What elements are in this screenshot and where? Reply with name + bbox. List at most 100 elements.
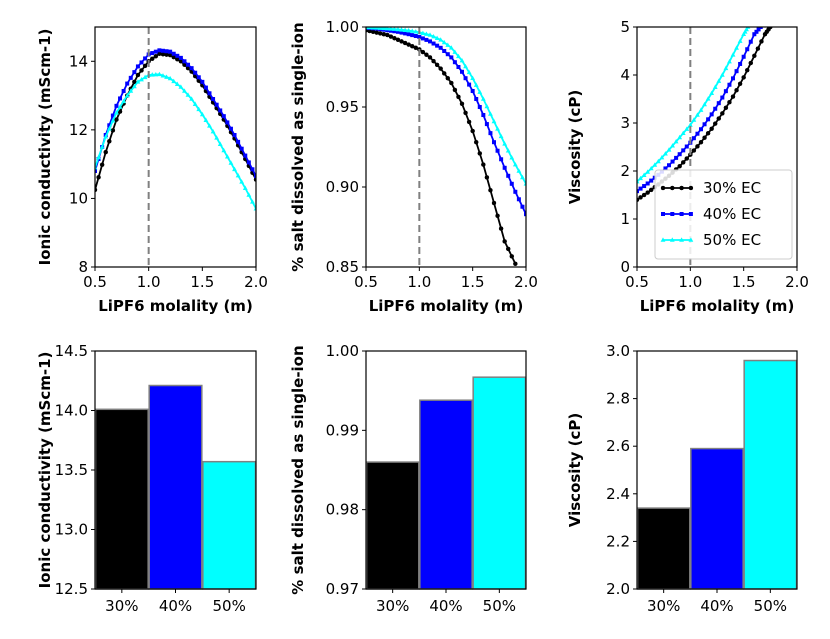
data-point	[506, 173, 511, 178]
data-point	[720, 111, 725, 116]
data-point	[727, 82, 732, 87]
data-point	[434, 62, 440, 68]
data-point	[481, 162, 486, 167]
data-point	[99, 144, 105, 149]
axes-frame	[94, 350, 257, 590]
data-point	[139, 60, 144, 65]
data-point	[392, 29, 397, 34]
data-point	[695, 131, 700, 136]
data-point	[716, 78, 722, 83]
data-point	[456, 65, 461, 69]
x-tick-label: 40%	[700, 597, 733, 615]
data-point	[103, 149, 108, 155]
data-point	[655, 158, 661, 164]
panel-top-left: 8 10 12 14 Ionic conductivity (mScm-1) 0.5 1.0…	[36, 26, 268, 315]
data-point	[695, 112, 700, 117]
data-point	[698, 107, 704, 112]
data-point	[114, 103, 119, 108]
data-point	[495, 148, 500, 153]
legend-marker	[669, 237, 675, 242]
legend-marker	[670, 185, 675, 191]
data-point	[524, 212, 526, 217]
data-point	[741, 54, 746, 59]
data-point	[499, 157, 504, 162]
data-point	[727, 99, 732, 105]
data-point	[452, 87, 458, 93]
data-point	[164, 49, 169, 54]
data-point	[448, 45, 454, 50]
x-tick-label: 40%	[429, 597, 462, 615]
data-point	[645, 181, 650, 186]
data-point	[723, 65, 729, 71]
x-tick-label: 1.5	[190, 273, 214, 291]
data-point	[467, 82, 472, 87]
data-point	[139, 76, 144, 82]
x-tick-label: 30%	[105, 597, 138, 615]
data-point	[160, 48, 165, 53]
data-point	[445, 52, 450, 57]
y-tick-label: 14	[69, 52, 88, 70]
data-point	[498, 133, 504, 139]
legend-label: 50% EC	[703, 231, 761, 249]
data-point	[456, 53, 461, 59]
y-tick-label: 14.0	[55, 402, 88, 420]
data-point	[459, 58, 465, 63]
data-point	[705, 96, 711, 101]
data-point	[663, 166, 668, 171]
data-point	[221, 147, 227, 153]
data-point	[741, 75, 746, 80]
data-point	[452, 60, 457, 65]
data-point	[175, 56, 180, 62]
data-point	[434, 35, 440, 40]
data-point	[484, 122, 489, 127]
data-point	[186, 62, 191, 67]
data-point	[160, 73, 166, 78]
data-point	[452, 49, 458, 54]
data-point	[406, 32, 411, 37]
data-point	[755, 46, 761, 51]
y-tick-label: 4	[620, 66, 630, 84]
data-point	[157, 48, 162, 53]
data-point	[124, 92, 130, 98]
data-point	[481, 113, 486, 117]
y-tick-label: 0.99	[326, 421, 359, 439]
data-point	[737, 81, 743, 87]
data-point	[438, 37, 444, 42]
bar-2	[472, 376, 527, 590]
legend-marker	[661, 212, 665, 216]
series-line-2	[637, 27, 749, 183]
data-point	[719, 72, 725, 77]
data-point	[388, 27, 394, 31]
y-tick-label: 2.6	[606, 437, 630, 455]
data-point	[171, 78, 177, 84]
data-point	[427, 55, 433, 60]
bar-1	[690, 447, 744, 590]
data-point	[667, 163, 671, 168]
data-point	[744, 67, 750, 73]
data-point	[106, 126, 112, 131]
data-point	[748, 60, 754, 66]
data-point	[239, 146, 244, 151]
y-tick-label: 2	[620, 162, 630, 180]
plot-area	[95, 48, 256, 211]
axes-frame	[636, 26, 798, 268]
data-point	[149, 56, 155, 62]
data-point	[246, 160, 251, 165]
data-point	[384, 27, 390, 31]
data-point	[477, 151, 483, 156]
data-point	[492, 140, 496, 145]
data-point	[723, 105, 729, 111]
x-tick-label: 2.0	[785, 273, 809, 291]
x-tick-label: 0.5	[83, 273, 107, 291]
data-point	[239, 179, 245, 184]
data-point	[441, 39, 447, 45]
data-point	[236, 139, 241, 144]
data-point	[435, 43, 440, 48]
data-point	[684, 126, 690, 131]
data-point	[131, 83, 137, 89]
y-tick-label: 2.2	[606, 532, 630, 550]
data-point	[200, 79, 205, 84]
data-point	[107, 123, 112, 128]
data-point	[716, 116, 722, 121]
axes-frame	[365, 350, 527, 590]
